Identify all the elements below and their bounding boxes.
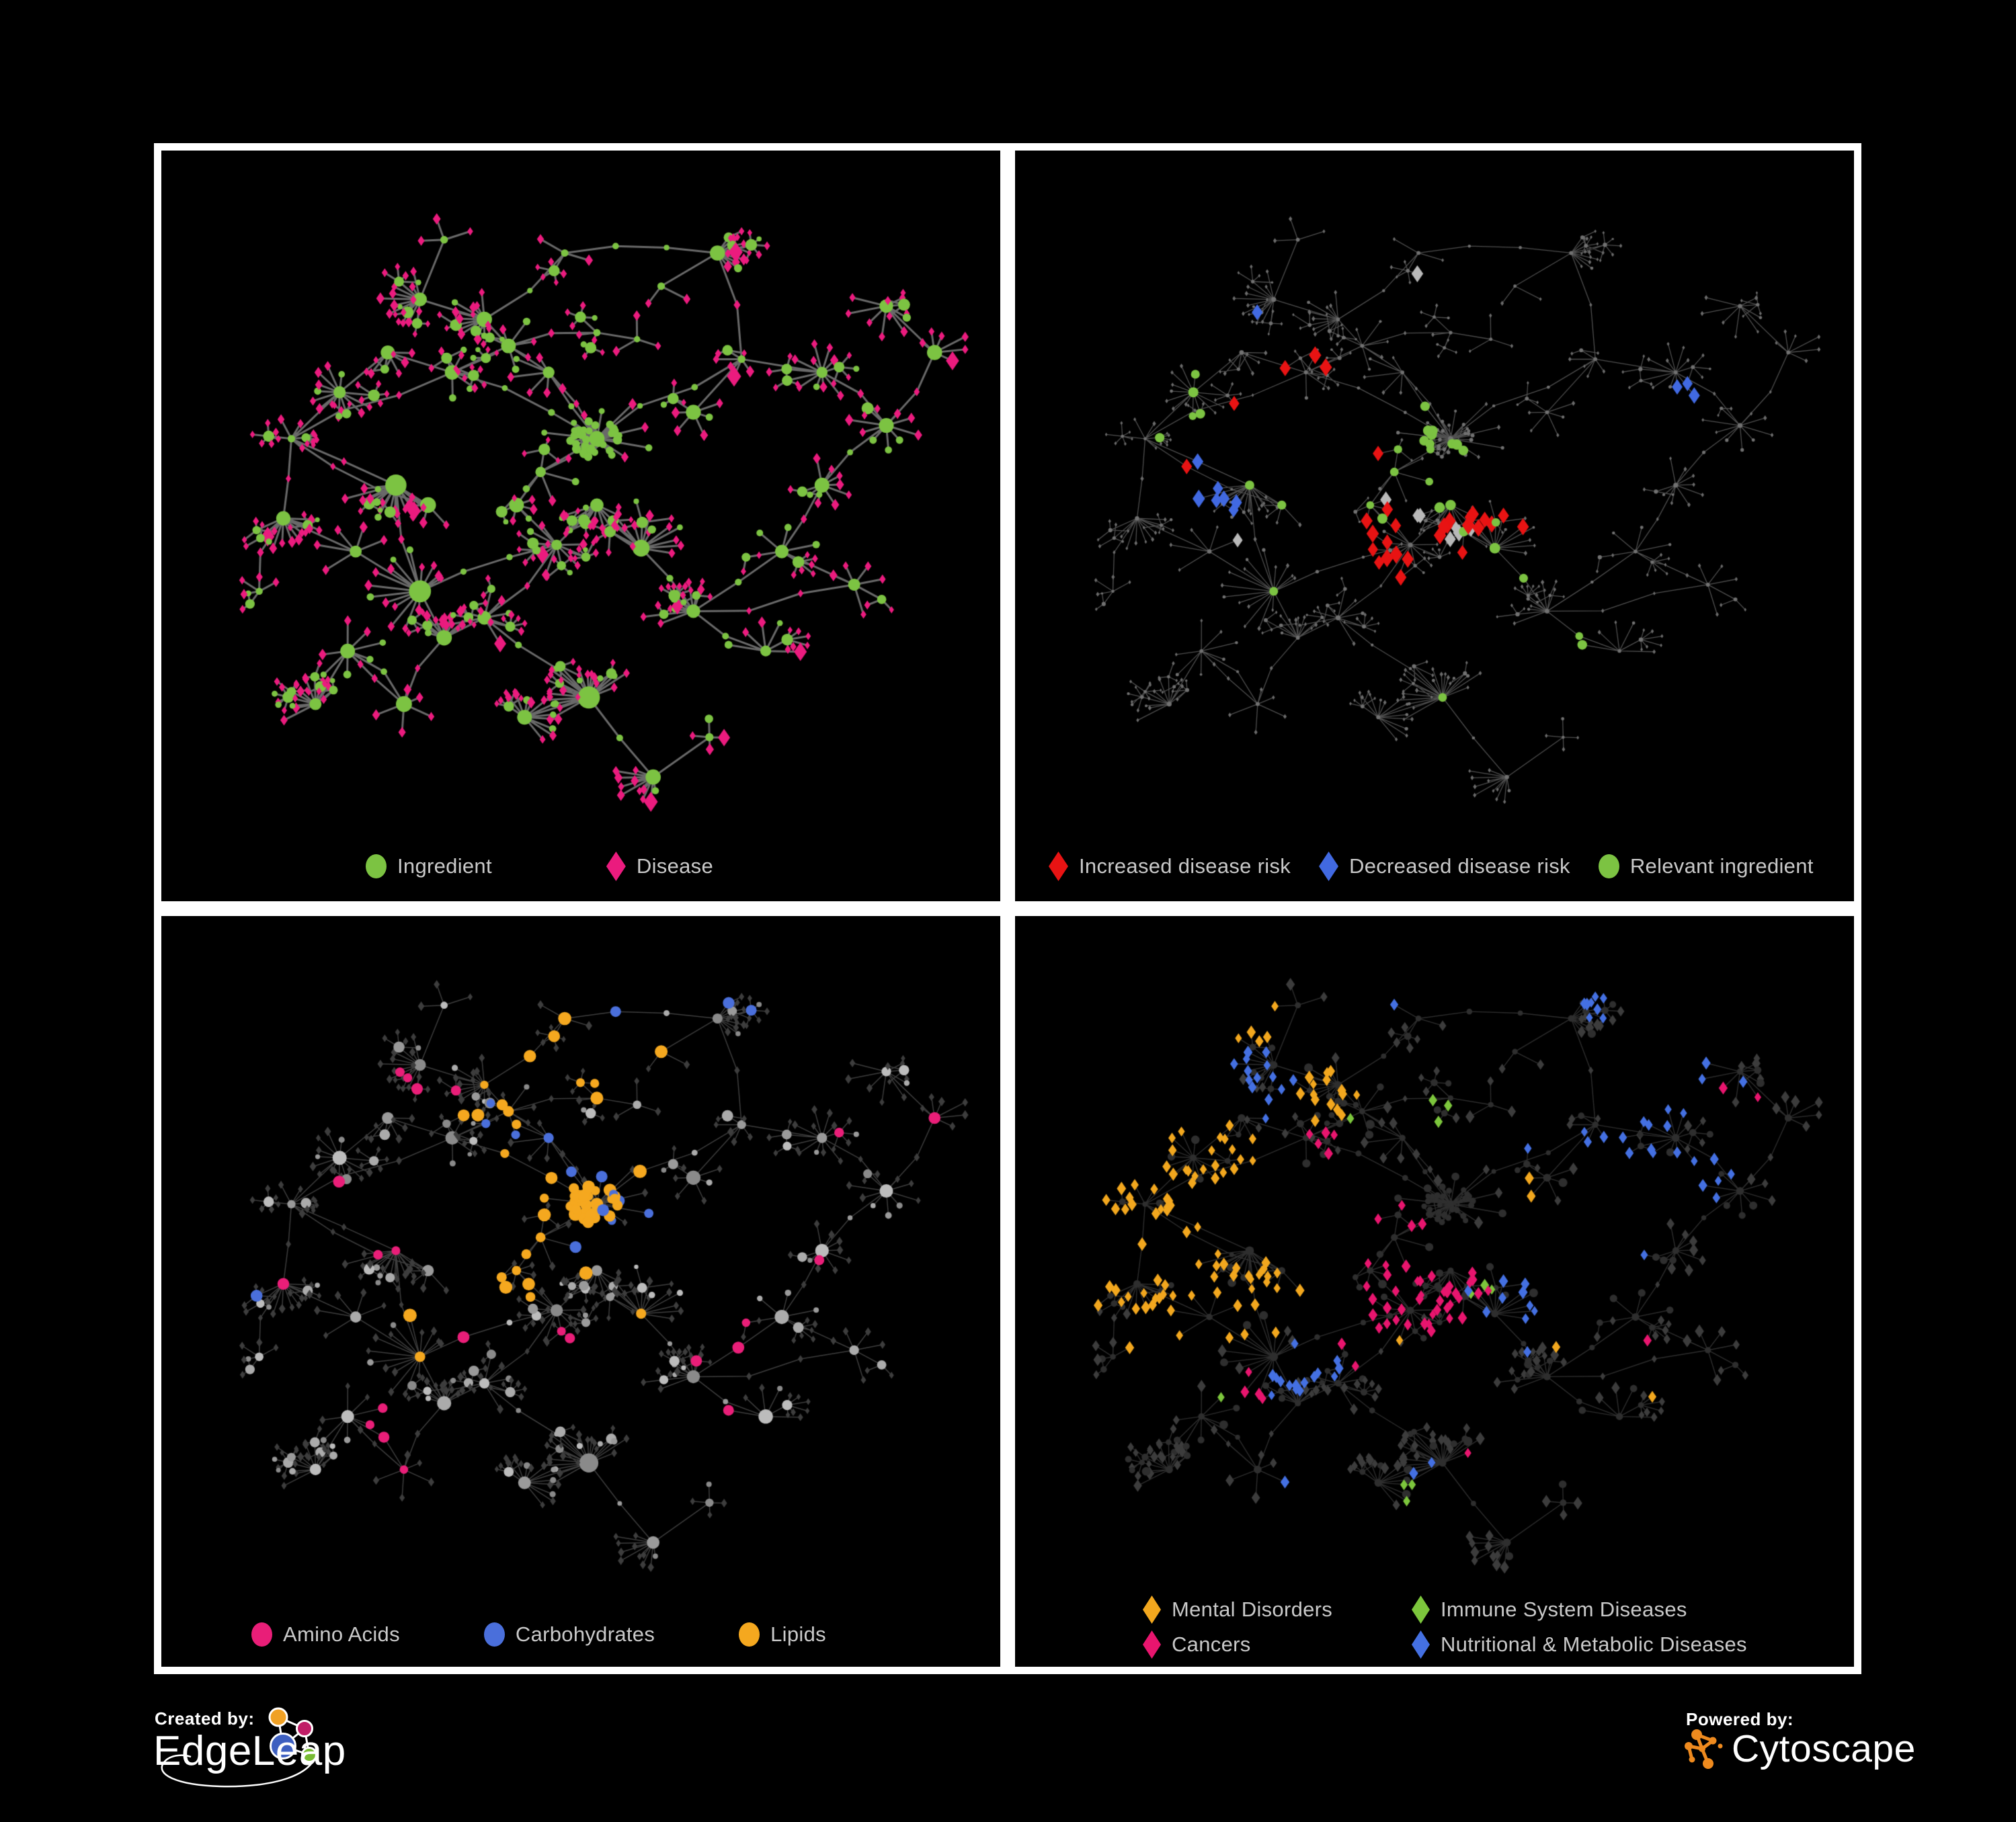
ingredient-circle-icon bbox=[366, 854, 387, 878]
legend-label-amino-acids: Amino Acids bbox=[283, 1622, 400, 1646]
panels-grid: Ingredient Disease Increased disease ris… bbox=[154, 143, 1861, 1674]
disease-diamond-icon bbox=[606, 852, 626, 881]
cytoscape-credit: Powered by: Cytoscape bbox=[1683, 1708, 1992, 1802]
cytoscape-wordmark: Cytoscape bbox=[1732, 1727, 1916, 1770]
edgeleap-orange-node-icon bbox=[268, 1707, 288, 1727]
legend-disease-risk: Increased disease risk Decreased disease… bbox=[1015, 852, 1854, 881]
legend-item-decreased-risk: Decreased disease risk bbox=[1319, 852, 1570, 881]
edgeleap-swoosh bbox=[161, 1749, 318, 1788]
powered-by-label: Powered by: bbox=[1686, 1709, 1794, 1729]
legend-item-ingredient: Ingredient bbox=[366, 854, 492, 878]
legend-label-carbohydrates: Carbohydrates bbox=[515, 1622, 655, 1646]
legend-label-immune-system-diseases: Immune System Diseases bbox=[1441, 1598, 1687, 1621]
immune-system-diseases-diamond-icon bbox=[1412, 1596, 1430, 1624]
mental-disorders-diamond-icon bbox=[1143, 1596, 1161, 1624]
panel-disease-classes-network: Mental Disorders Immune System Diseases … bbox=[1008, 909, 1861, 1674]
panel-ingredient-disease-network: Ingredient Disease bbox=[154, 143, 1008, 909]
legend-label-disease: Disease bbox=[636, 854, 713, 878]
legend-item-mental-disorders: Mental Disorders bbox=[1143, 1596, 1412, 1624]
network-canvas-ingredient-disease bbox=[161, 151, 1000, 901]
legend-item-immune-system-diseases: Immune System Diseases bbox=[1412, 1596, 1747, 1624]
legend-label-increased-risk: Increased disease risk bbox=[1079, 854, 1291, 878]
legend-item-relevant-ingredient: Relevant ingredient bbox=[1598, 854, 1814, 878]
edgeleap-blue-node-icon bbox=[270, 1733, 296, 1759]
edgeleap-magenta-node-icon bbox=[296, 1720, 313, 1737]
cytoscape-icon bbox=[1685, 1729, 1723, 1769]
legend-label-relevant-ingredient: Relevant ingredient bbox=[1629, 854, 1814, 878]
legend-item-nutritional-metabolic-diseases: Nutritional & Metabolic Diseases bbox=[1412, 1630, 1747, 1659]
network-canvas-disease-classes bbox=[1015, 916, 1854, 1667]
legend-item-disease: Disease bbox=[606, 852, 713, 881]
panel-disease-risk-network: Increased disease risk Decreased disease… bbox=[1008, 143, 1861, 909]
cancers-diamond-icon bbox=[1143, 1630, 1161, 1659]
legend-nutrient-classes: Amino Acids Carbohydrates Lipids bbox=[161, 1622, 1000, 1647]
legend-item-lipids: Lipids bbox=[739, 1622, 826, 1647]
legend-label-nutritional-metabolic-diseases: Nutritional & Metabolic Diseases bbox=[1441, 1632, 1747, 1656]
legend-label-cancers: Cancers bbox=[1172, 1632, 1251, 1656]
edgeleap-logo bbox=[161, 1707, 318, 1788]
legend-label-decreased-risk: Decreased disease risk bbox=[1349, 854, 1570, 878]
panel-nutrient-classes-network: Amino Acids Carbohydrates Lipids bbox=[154, 909, 1008, 1674]
lipids-circle-icon bbox=[739, 1622, 760, 1647]
created-by-label: Created by: bbox=[155, 1708, 255, 1729]
legend-label-lipids: Lipids bbox=[770, 1622, 826, 1646]
legend-item-amino-acids: Amino Acids bbox=[251, 1622, 400, 1647]
legend-label-mental-disorders: Mental Disorders bbox=[1172, 1598, 1333, 1621]
legend-disease-classes: Mental Disorders Immune System Diseases … bbox=[1015, 1596, 1854, 1659]
legend-item-increased-risk: Increased disease risk bbox=[1049, 852, 1291, 881]
legend-label-ingredient: Ingredient bbox=[397, 854, 492, 878]
nutritional-metabolic-diseases-diamond-icon bbox=[1412, 1630, 1430, 1659]
edgeleap-wordmark: EdgeLeap bbox=[153, 1728, 346, 1774]
increased-risk-diamond-icon bbox=[1049, 852, 1068, 881]
network-canvas-nutrient-classes bbox=[161, 916, 1000, 1667]
carbohydrates-circle-icon bbox=[483, 1622, 505, 1647]
edgeleap-credit: Created by: EdgeLeap bbox=[143, 1704, 346, 1822]
legend-ingredient-disease: Ingredient Disease bbox=[161, 852, 1000, 881]
relevant-ingredient-circle-icon bbox=[1598, 854, 1619, 878]
edgeleap-green-node-icon bbox=[301, 1747, 317, 1763]
amino-acids-circle-icon bbox=[251, 1622, 272, 1647]
cytoscape-icon-nodes bbox=[1685, 1729, 1723, 1769]
network-canvas-disease-risk bbox=[1015, 151, 1854, 901]
legend-item-carbohydrates: Carbohydrates bbox=[483, 1622, 655, 1647]
legend-item-cancers: Cancers bbox=[1143, 1630, 1412, 1659]
decreased-risk-diamond-icon bbox=[1319, 852, 1339, 881]
